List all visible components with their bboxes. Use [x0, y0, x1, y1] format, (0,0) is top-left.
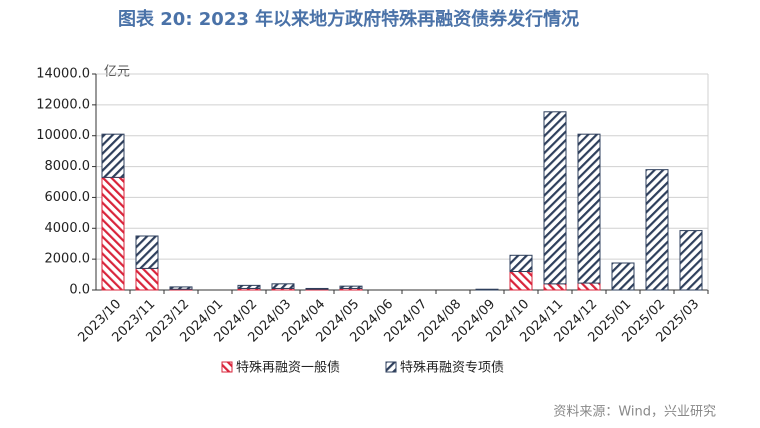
- bar: [543, 111, 567, 285]
- bar: [271, 283, 295, 289]
- y-tick-label: 10000.0: [36, 128, 90, 143]
- y-tick-label: 0.0: [69, 283, 90, 298]
- bar: [101, 176, 125, 291]
- y-tick-label: 2000.0: [45, 252, 91, 267]
- bar: [679, 230, 703, 291]
- bar: [305, 287, 329, 290]
- y-tick-label: 8000.0: [45, 159, 91, 174]
- bar: [475, 288, 499, 291]
- bar: [577, 133, 601, 284]
- bar: [135, 267, 159, 291]
- y-tick-label: 14000.0: [36, 67, 90, 82]
- bar: [237, 284, 261, 289]
- bar: [509, 254, 533, 272]
- bar: [101, 133, 125, 178]
- bar: [509, 270, 533, 291]
- bar: [169, 286, 193, 290]
- bar: [135, 235, 159, 269]
- unit-label: 亿元: [104, 65, 130, 80]
- bar: [611, 262, 635, 291]
- bar: [577, 282, 601, 291]
- chart-title: 图表 20: 2023 年以来地方政府特殊再融资债券发行情况: [118, 8, 579, 30]
- y-tick-label: 4000.0: [45, 221, 91, 236]
- legend-label: 特殊再融资一般债: [236, 360, 340, 376]
- bar: [339, 285, 363, 289]
- bar: [645, 169, 669, 291]
- legend-swatch: [385, 361, 397, 373]
- source: 资料来源：Wind，兴业研究: [553, 405, 716, 420]
- legend-swatch: [221, 361, 233, 373]
- bar: [543, 283, 567, 291]
- y-tick-label: 12000.0: [36, 97, 90, 112]
- y-tick-label: 6000.0: [45, 190, 91, 205]
- legend-label: 特殊再融资专项债: [400, 361, 504, 376]
